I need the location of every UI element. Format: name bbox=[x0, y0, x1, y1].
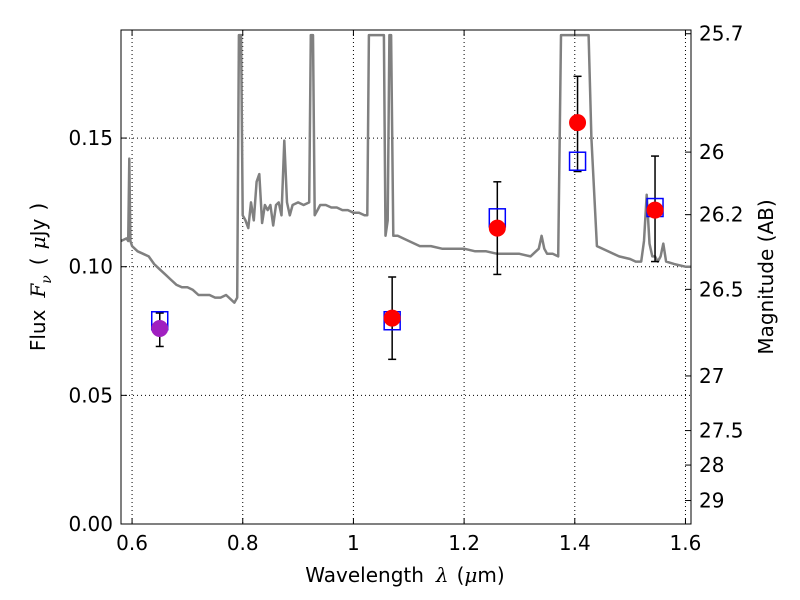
mag-tick-label: 25.7 bbox=[699, 22, 744, 46]
model-square bbox=[568, 151, 587, 171]
data-point bbox=[569, 114, 587, 132]
y2-axis-title: Magnitude (AB) bbox=[754, 199, 778, 354]
mag-tick-label: 27.5 bbox=[699, 419, 744, 443]
x-tick-label: 1.6 bbox=[670, 531, 702, 555]
y-tick-label: 0.15 bbox=[68, 126, 113, 150]
data-point bbox=[646, 201, 664, 219]
mag-tick-label: 27 bbox=[699, 364, 724, 388]
x-tick-label: 1.2 bbox=[448, 531, 480, 555]
mag-tick-label: 26.5 bbox=[699, 277, 744, 301]
y-tick-label: 0.00 bbox=[68, 512, 113, 536]
y-axis-title: FluxFν(μJy) bbox=[26, 203, 55, 351]
magnitude-tick-labels: 25.7 26 26.2 26.5 27 27.5 28 29 bbox=[699, 22, 744, 513]
mag-tick-label: 29 bbox=[699, 489, 724, 513]
sed-line bbox=[121, 33, 691, 304]
y-tick-labels: 0.00 0.05 0.10 0.15 bbox=[68, 126, 113, 536]
y-tick-label: 0.05 bbox=[68, 383, 113, 407]
data-point bbox=[488, 219, 506, 237]
x-tick-label: 0.6 bbox=[116, 531, 148, 555]
x-tick-label: 1.4 bbox=[559, 531, 591, 555]
ticks bbox=[121, 30, 691, 525]
mag-tick-label: 26.2 bbox=[699, 203, 744, 227]
data-point bbox=[151, 319, 169, 337]
x-tick-label: 0.8 bbox=[227, 531, 259, 555]
grid-lines bbox=[121, 30, 691, 525]
x-tick-labels: 0.6 0.8 1 1.2 1.4 1.6 bbox=[116, 531, 701, 555]
mag-tick-label: 28 bbox=[699, 453, 724, 477]
mag-tick-label: 26 bbox=[699, 140, 724, 164]
x-tick-label: 1 bbox=[347, 531, 360, 555]
x-axis-title: Wavelength λ (μm) bbox=[305, 563, 504, 587]
observed-points bbox=[151, 114, 664, 337]
plot-frame bbox=[120, 29, 692, 525]
data-point bbox=[383, 309, 401, 327]
model-sed-curve bbox=[121, 33, 691, 304]
y-tick-label: 0.10 bbox=[68, 255, 113, 279]
